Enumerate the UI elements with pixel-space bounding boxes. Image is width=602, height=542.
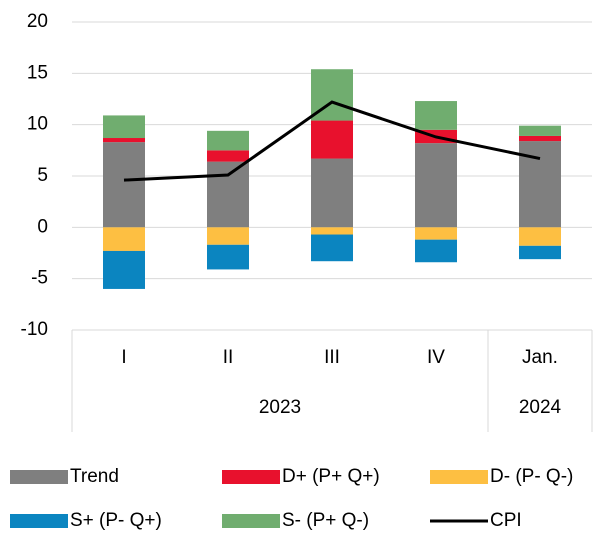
legend-label: D- (P- Q-) (490, 466, 573, 487)
bar (415, 143, 457, 228)
legend-label: Trend (70, 466, 119, 487)
legend-label: S+ (P- Q+) (70, 510, 162, 531)
bar (415, 227, 457, 240)
y-tick-label: -5 (31, 268, 48, 289)
x-tick-label: III (324, 347, 340, 368)
bar (103, 138, 145, 143)
line (123, 100, 541, 182)
bar (207, 161, 249, 228)
legend-label: CPI (490, 510, 522, 531)
x-tick-label: I (121, 347, 126, 368)
group-label: 2023 (259, 397, 301, 418)
legend-swatch (430, 470, 488, 484)
bar (103, 227, 145, 251)
legend-label: S- (P+ Q-) (282, 510, 369, 531)
x-tick-label: Jan. (522, 347, 558, 368)
y-tick-label: 20 (27, 11, 48, 32)
legend-swatch (222, 470, 280, 484)
bar (207, 130, 249, 151)
legend-swatch (222, 514, 280, 528)
legend-label: D+ (P+ Q+) (282, 466, 380, 487)
x-tick-label: II (223, 347, 234, 368)
group-label: 2024 (519, 397, 562, 418)
bar (103, 250, 145, 289)
bar (311, 234, 353, 262)
bar (519, 245, 561, 260)
y-tick-label: -10 (21, 319, 48, 340)
bar (519, 125, 561, 136)
legend-swatch (10, 514, 68, 528)
bar (519, 227, 561, 246)
y-tick-label: 10 (27, 114, 48, 135)
bar (103, 115, 145, 139)
bar (103, 142, 145, 228)
bar (415, 239, 457, 263)
bar (207, 150, 249, 162)
bar (415, 101, 457, 130)
y-tick-label: 0 (37, 216, 48, 237)
y-tick-label: 5 (37, 165, 48, 186)
bar (311, 227, 353, 235)
bar (207, 227, 249, 245)
bar (311, 158, 353, 228)
bar (207, 244, 249, 270)
x-tick-label: IV (427, 347, 445, 368)
bar (311, 120, 353, 159)
y-tick-label: 15 (27, 62, 48, 83)
legend-swatch (10, 470, 68, 484)
bar (519, 135, 561, 142)
